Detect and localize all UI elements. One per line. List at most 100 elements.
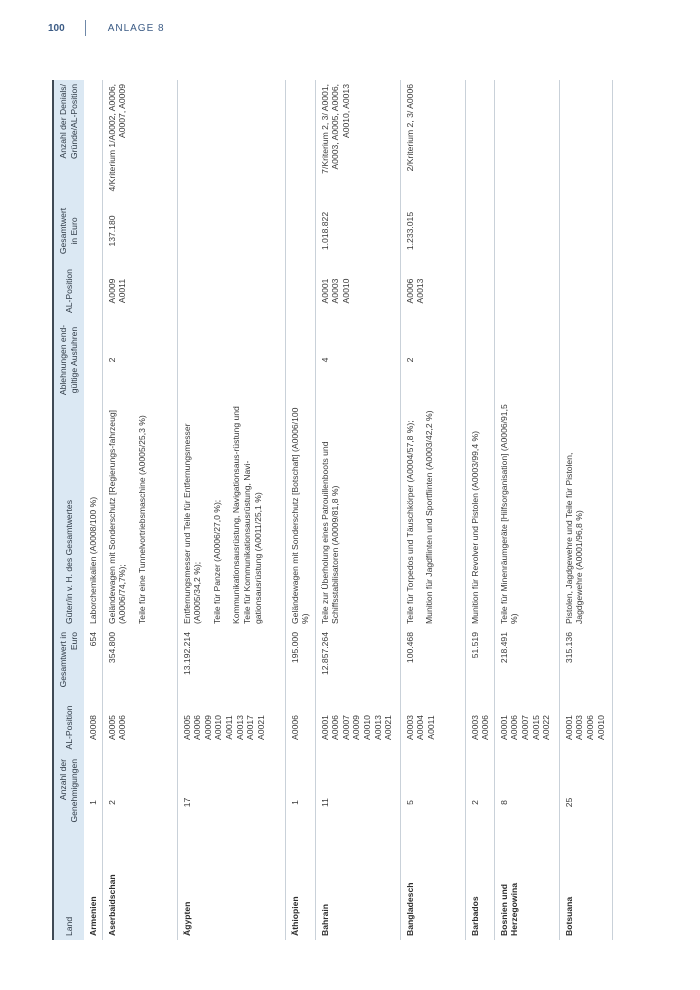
goods-entry: Laborchemikalien (A0008/100 %) (88, 496, 98, 624)
total-value-cell: 354.800 (102, 628, 178, 700)
denial-reasons-cell (285, 80, 316, 200)
al-position-code: A0005 (181, 715, 192, 740)
country-cell: Botsuana (559, 850, 613, 940)
section-title: ANLAGE 8 (107, 22, 165, 34)
al-position-code: A0001 (319, 715, 330, 740)
goods-entry: Teile für Torpedos und Täuschkörper (A00… (404, 420, 415, 624)
denial-reasons-cell: 4/Kriterium 1/A0002, A0006, A0007, A0009 (102, 80, 178, 200)
export-table: Land Anzahl der Genehmigungen AL-Position G… (52, 80, 613, 940)
table-row: Botsuana 25 A0001 A0003 A0006 A0010 315.136 Pis… (559, 80, 613, 940)
al-position-code: A0011 (425, 715, 436, 740)
al-position-code: A0009 (202, 715, 213, 740)
table-row: Armenien 1 A0008 654 Laborchemikalien (A0008… (84, 80, 103, 940)
total-value-cell: 315.136 (559, 628, 613, 700)
denial-reasons-cell (177, 80, 286, 200)
goods-entry: Geländewagen mit Sonderschutz [Regierung… (106, 409, 128, 624)
al-position-code: A0006 (509, 715, 520, 740)
denial-al-position-cell (285, 262, 316, 320)
header-row: Land Anzahl der Genehmigungen AL-Position G… (52, 80, 84, 940)
column-header: Gesamtwert in Euro (52, 628, 84, 700)
column-header: AL-Position (52, 700, 84, 755)
goods-cell: Teile für Minenräumgeräte [Hilfsorganisa… (494, 400, 560, 628)
al-position-code: A0001 (319, 278, 330, 304)
denials-count-cell (177, 320, 286, 400)
table-row: Bangladesch 5 A0003 A0004 A0011 100.468 Teile … (400, 80, 466, 940)
table-row: Aserbaidschan 2 A0005 A0006 354.800 Geländewa… (102, 80, 178, 940)
al-position-code: A0006 (117, 715, 128, 740)
goods-entry: Munition für Revolver und Pistolen (A000… (469, 431, 480, 624)
denial-value-cell (494, 200, 560, 262)
al-position-code: A0001 (563, 715, 574, 740)
denial-value-cell (177, 200, 286, 262)
total-value-cell: 13.192.214 (177, 628, 286, 700)
al-position-cell: A0005 A0006 A0009 A0010 A0011 A0013 A0017 A0021 (177, 700, 286, 755)
denial-reasons-cell (465, 80, 495, 200)
header-divider (84, 20, 86, 36)
total-value-cell: 195.000 (285, 628, 316, 700)
column-header: Anzahl der Genehmigungen (52, 755, 84, 850)
denial-reasons-cell: 7/Kriterium 2, 3/ A0001, A0003, A0005, A… (315, 80, 401, 200)
denial-value-cell: 1.233.015 (400, 200, 466, 262)
al-position-code: A0006 (289, 715, 300, 740)
denial-reasons-cell (494, 80, 560, 200)
al-position-code: A0006 (480, 715, 491, 740)
denial-al-position-cell: A0009 A0011 (102, 262, 178, 320)
al-position-code: A0003 (330, 278, 341, 304)
al-position-code: A0013 (234, 715, 245, 740)
license-count-cell: 1 (84, 755, 103, 850)
goods-entry: Entfernungsmesser und Teile für Entfernu… (181, 423, 203, 624)
denial-al-position-cell: A0001 A0003 A0010 (315, 262, 401, 320)
al-position-code: A0015 (530, 715, 541, 740)
denial-value-cell (285, 200, 316, 262)
denials-count-cell: 2 (102, 320, 178, 400)
al-position-code: A0004 (415, 715, 426, 740)
al-position-code: A0021 (383, 715, 394, 740)
country-cell: Ägypten (177, 850, 286, 940)
goods-entry: Teile für Panzer (A0006/27,0 %); (211, 499, 222, 624)
al-position-code: A0003 (574, 715, 585, 740)
al-position-code: A0006 (330, 715, 341, 740)
license-count-cell: 2 (465, 755, 495, 850)
al-position-code: A0006 (192, 715, 203, 740)
denial-al-position-cell (465, 262, 495, 320)
table-row: Bahrain 11 A0001 A0006 A0007 A0009 A0010 A0013 A… (315, 80, 401, 940)
al-position-code: A0007 (519, 715, 530, 740)
country-cell: Bosnien und Herzegowina (494, 850, 560, 940)
column-header: Güter/in v. H. des Gesamtwertes (52, 400, 84, 628)
al-position-code: A0001 (498, 715, 509, 740)
denials-count-cell (84, 320, 103, 400)
country-cell: Armenien (84, 850, 103, 940)
al-position-code: A0017 (245, 715, 256, 740)
total-value-cell: 100.468 (400, 628, 466, 700)
al-position-code: A0011 (117, 278, 128, 304)
goods-cell: Teile für Torpedos und Täuschkörper (A00… (400, 400, 466, 628)
al-position-cell: A0001 A0006 A0007 A0015 A0022 (494, 700, 560, 755)
goods-entry: Kommunikationsausrüstung, Navigationsaus… (231, 406, 263, 624)
al-position-code: A0009 (106, 278, 117, 304)
denial-reasons-cell: 2/Kriterium 2, 3/ A0006 (400, 80, 466, 200)
al-position-cell: A0003 A0004 A0011 (400, 700, 466, 755)
denials-count-cell (285, 320, 316, 400)
table-row: Äthiopien 1 A0006 195.000 Geländewagen mit S… (285, 80, 316, 940)
table-row: Ägypten 17 A0005 A0006 A0009 A0010 A0011 A0013 A… (177, 80, 286, 940)
country-cell: Bahrain (315, 850, 401, 940)
denial-value-cell (465, 200, 495, 262)
total-value-cell: 654 (84, 628, 103, 700)
al-position-cell: A0006 (285, 700, 316, 755)
denial-reasons-cell (559, 80, 613, 200)
denial-value-cell: 1.018.822 (315, 200, 401, 262)
total-value-cell: 218.491 (494, 628, 560, 700)
al-position-cell: A0001 A0006 A0007 A0009 A0010 A0013 A0021 (315, 700, 401, 755)
al-position-code: A0005 (106, 715, 117, 740)
goods-entry: Teile für eine Tunnelvortriebsmaschine (… (136, 415, 147, 624)
goods-entry: Teile zur Überholung eines Patrouillenbo… (319, 441, 341, 625)
denial-al-position-cell: A0006 A0013 (400, 262, 466, 320)
denial-value-cell: 137.180 (102, 200, 178, 262)
al-position-code: A0010 (361, 715, 372, 740)
license-count-cell: 5 (400, 755, 466, 850)
denials-count-cell: 4 (315, 320, 401, 400)
denial-al-position-cell (84, 262, 103, 320)
denial-al-position-cell (559, 262, 613, 320)
column-header: Ablehnungen end-gültige Ausfuhren (52, 320, 84, 400)
al-position-code: A0010 (213, 715, 224, 740)
